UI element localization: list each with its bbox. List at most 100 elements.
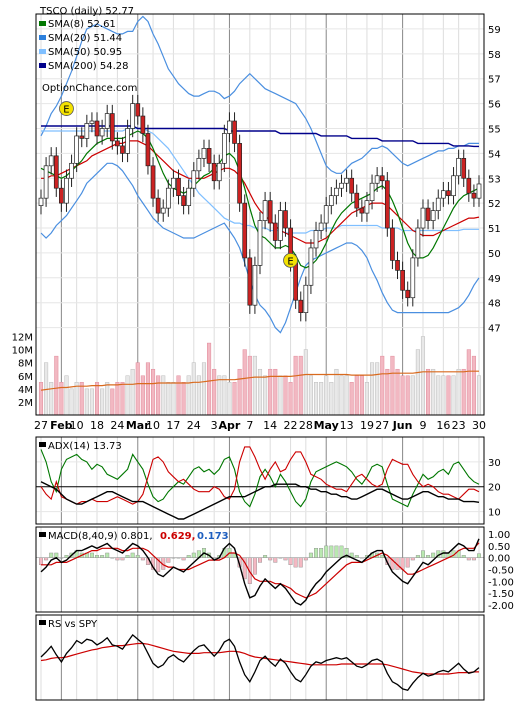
volume-bar	[263, 375, 268, 416]
volume-bar	[344, 375, 349, 416]
volume-bar	[349, 382, 354, 416]
legend-label: SMA(50) 50.95	[48, 47, 122, 58]
candle-body	[272, 222, 278, 241]
macd-histogram-bar	[314, 548, 319, 558]
volume-bar	[212, 368, 217, 416]
macd-histogram-bar	[140, 557, 145, 561]
candle-body	[344, 177, 349, 184]
volume-bar	[293, 355, 298, 416]
earnings-marker-label: E	[63, 105, 69, 116]
macd-histogram-bar	[49, 552, 54, 558]
x-tick-label: 24	[187, 419, 201, 432]
candle-body	[410, 257, 416, 299]
candle-body	[94, 120, 100, 137]
x-tick-label: 23	[452, 419, 466, 432]
volume-bar	[451, 375, 456, 416]
price-tick-label: 59	[488, 25, 501, 36]
macd-tick-label: -0.50	[488, 566, 514, 577]
price-legend: TSCO (daily) 52.77 SMA(8) 52.61 SMA(20) 51…	[39, 6, 137, 94]
volume-bar	[446, 375, 451, 416]
candle-body	[435, 197, 441, 211]
volume-bar	[390, 355, 395, 416]
volume-bar	[145, 362, 150, 416]
volume-bar	[410, 375, 415, 416]
price-tick-label: 52	[488, 199, 501, 210]
candle-body	[451, 175, 456, 197]
price-tick-label: 47	[488, 324, 501, 335]
price-tick-label: 51	[488, 224, 501, 235]
earnings-marker	[59, 101, 74, 116]
volume-bar	[232, 382, 237, 416]
volume-bar	[466, 349, 471, 416]
candle-body	[308, 247, 314, 286]
rs-swatch	[39, 620, 46, 625]
adx-tick-label: 30	[488, 458, 501, 469]
candle-body	[420, 207, 426, 229]
candle-body	[369, 182, 375, 202]
x-tick-label: 17	[166, 419, 180, 432]
volume-bar	[135, 362, 140, 416]
volume-bar	[426, 368, 431, 416]
macd-histogram-bar	[431, 552, 436, 558]
candle-body	[364, 200, 370, 214]
volume-bar	[375, 362, 380, 416]
volume-bar	[298, 355, 303, 416]
candle-body	[471, 192, 477, 199]
x-tick-label: 30	[472, 419, 486, 432]
candle-body	[232, 120, 237, 144]
candle-body	[237, 143, 242, 204]
macd-histogram-bar	[130, 552, 135, 558]
candle-body	[155, 197, 161, 214]
candle-body	[145, 133, 151, 167]
macd-line	[40, 538, 480, 606]
x-tick-label: 18	[90, 419, 104, 432]
volume-bar	[252, 355, 257, 416]
candle-body	[79, 135, 85, 139]
volume-panel	[38, 336, 482, 416]
adx-swatch	[39, 442, 46, 447]
price-panel: EE	[38, 15, 482, 334]
x-tick-label: Mar	[126, 419, 150, 432]
adx-tick-label: 20	[488, 483, 501, 494]
volume-bar	[288, 382, 293, 416]
adx-label: ADX(14) 13.73	[48, 441, 122, 452]
volume-bar	[84, 388, 89, 416]
macd-histogram-bar	[380, 555, 385, 558]
volume-bar	[354, 375, 359, 416]
volume-bar	[222, 375, 227, 416]
adx-panel	[40, 446, 480, 520]
macd-histogram-bar	[334, 545, 339, 558]
bollinger-upper-line	[40, 15, 479, 174]
macd-tick-label: 1.00	[488, 530, 510, 541]
candle-body	[181, 195, 186, 206]
candle-body	[461, 157, 467, 179]
price-tick-label: 53	[488, 174, 501, 185]
x-tick-label: 27	[34, 419, 48, 432]
price-tick-label: 57	[488, 75, 501, 86]
x-tick-label: 9	[419, 419, 426, 432]
volume-bar	[130, 368, 135, 416]
volume-bar	[110, 388, 115, 416]
volume-tick-label: 12M	[12, 333, 33, 344]
volume-bar	[125, 375, 130, 416]
macd-tick-label: -2.00	[488, 601, 514, 612]
volume-tick-label: 10M	[12, 346, 33, 357]
rs-panel-frame	[35, 614, 485, 701]
macd-histogram-bar	[44, 557, 49, 561]
candle-body	[109, 113, 115, 142]
volume-bar	[176, 375, 181, 416]
macd-histogram-bar	[89, 552, 94, 558]
candle-body	[349, 177, 355, 194]
candle-body	[48, 155, 54, 167]
volume-bar	[339, 375, 344, 416]
legend-label: SMA(20) 51.44	[48, 33, 122, 44]
adx-tick-label: 10	[488, 508, 501, 519]
legend-label: SMA(200) 54.28	[48, 61, 129, 72]
macd-histogram-bar	[181, 557, 186, 561]
volume-bar	[207, 342, 212, 416]
volume-bar	[191, 362, 196, 416]
macd-hist-label: 0.173	[197, 531, 229, 542]
volume-bar	[380, 355, 385, 416]
macd-label: MACD(8,40,9) 0.801,	[48, 531, 153, 542]
volume-bar	[441, 375, 446, 416]
